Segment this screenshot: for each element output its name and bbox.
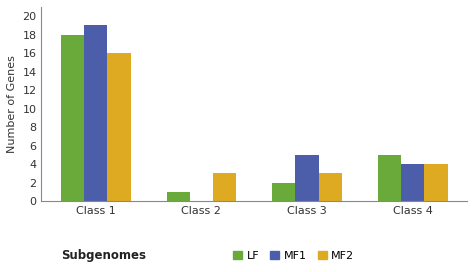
Bar: [107, 53, 131, 201]
Bar: [401, 164, 424, 201]
Y-axis label: Number of Genes: Number of Genes: [7, 55, 17, 153]
Bar: [84, 26, 107, 201]
Bar: [424, 164, 448, 201]
Legend: LF, MF1, MF2: LF, MF1, MF2: [233, 251, 355, 261]
Bar: [213, 174, 237, 201]
Bar: [319, 174, 342, 201]
Text: Subgenomes: Subgenomes: [62, 249, 146, 262]
Bar: [378, 155, 401, 201]
Bar: [166, 192, 190, 201]
Bar: [295, 155, 319, 201]
Bar: [61, 35, 84, 201]
Bar: [272, 183, 295, 201]
